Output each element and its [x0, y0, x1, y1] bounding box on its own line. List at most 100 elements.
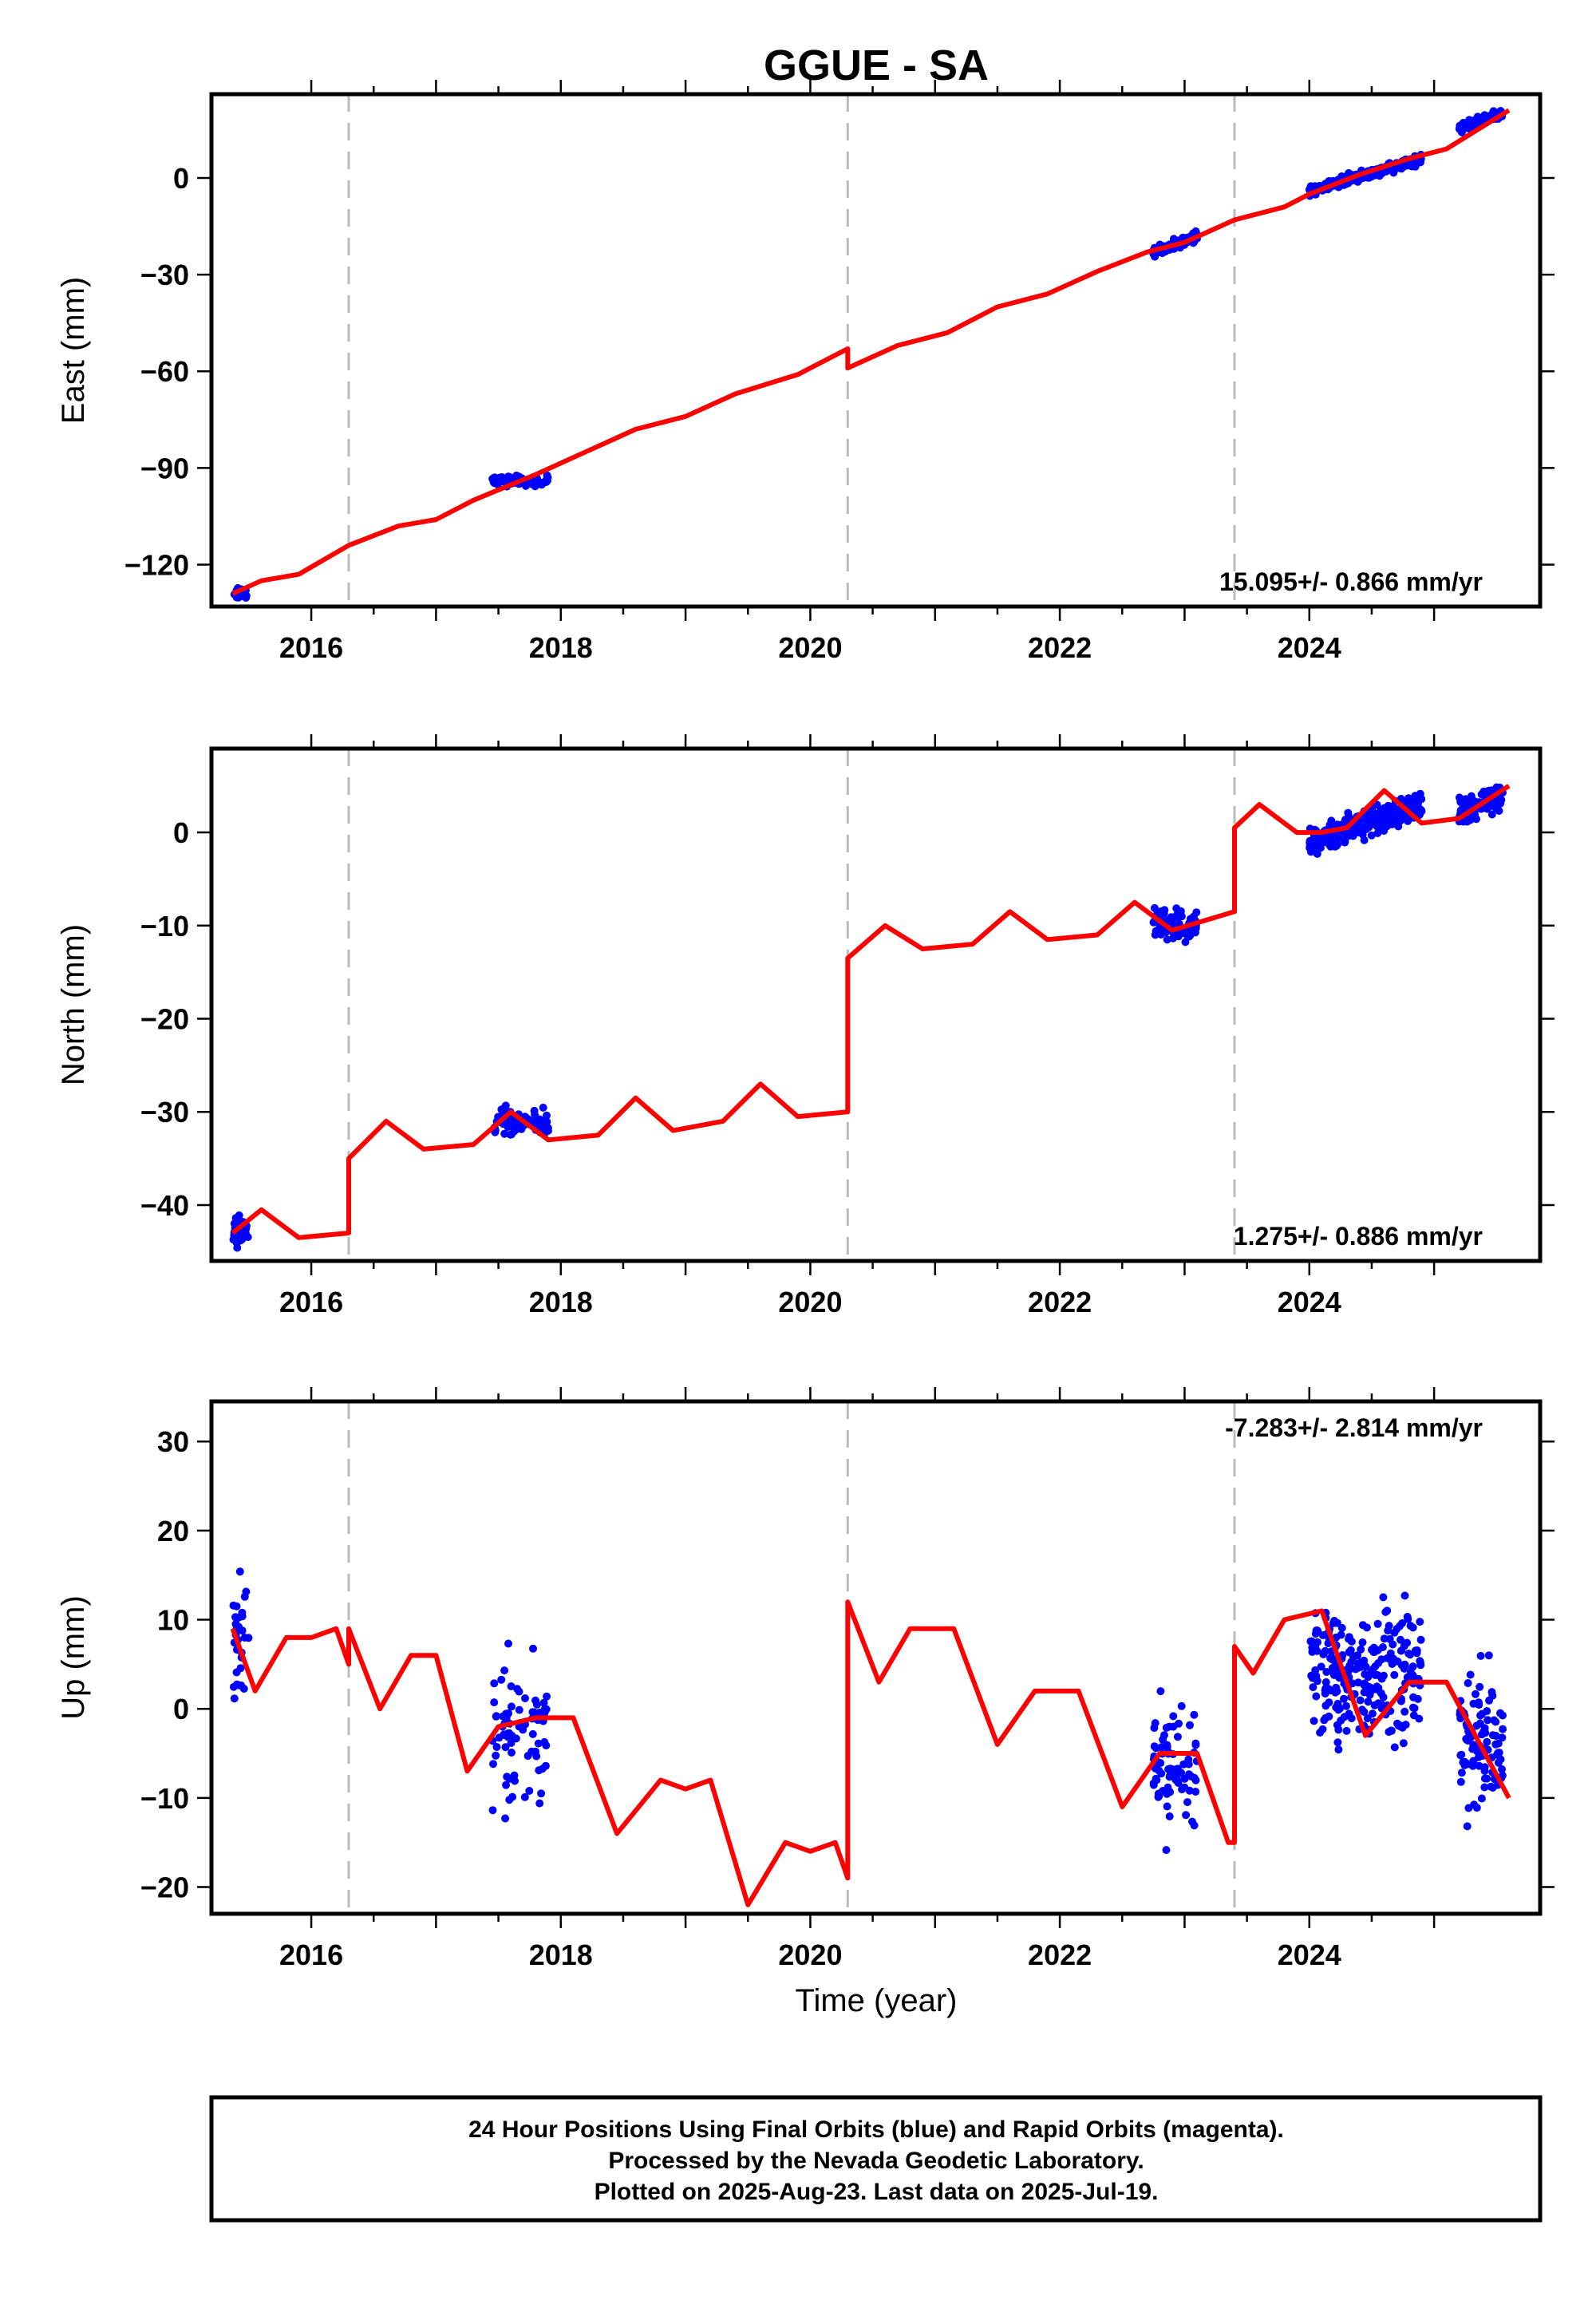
observation-point — [1183, 1798, 1191, 1807]
observation-point — [242, 1587, 251, 1596]
observation-point — [1459, 1758, 1468, 1767]
observation-point — [1173, 1733, 1182, 1741]
observation-point — [1165, 1812, 1174, 1820]
observation-point — [1327, 1653, 1336, 1662]
observation-point — [1334, 1725, 1343, 1734]
observation-point — [230, 1219, 239, 1228]
panel-frame — [209, 92, 1543, 609]
observation-point — [235, 1567, 244, 1576]
observation-point — [1403, 1638, 1412, 1647]
observation-point — [1312, 1692, 1321, 1701]
observation-point — [1341, 838, 1349, 847]
observation-point — [238, 1626, 247, 1635]
observation-point — [1498, 1733, 1507, 1742]
observation-point — [1329, 1670, 1338, 1679]
observation-point — [1488, 1784, 1497, 1792]
observation-point — [1373, 822, 1381, 831]
observation-point — [1163, 1802, 1171, 1811]
observation-point — [1469, 1741, 1478, 1749]
footer-line-2: Processed by the Nevada Geodetic Laborat… — [608, 2148, 1144, 2174]
observation-point — [542, 1741, 551, 1750]
observation-point — [1400, 1591, 1409, 1600]
x-tick-label: 2018 — [529, 1939, 593, 1971]
observation-point — [537, 1789, 546, 1798]
observation-point — [1499, 1725, 1507, 1733]
observation-point — [1483, 804, 1491, 813]
observation-point — [1400, 1707, 1409, 1716]
observation-point — [1483, 1716, 1492, 1725]
observation-point — [1388, 1660, 1396, 1668]
observation-point — [525, 1787, 534, 1795]
observation-point — [1357, 1645, 1365, 1654]
observation-point — [1390, 1743, 1399, 1752]
observation-point — [1416, 1657, 1424, 1666]
observation-point — [1166, 1788, 1175, 1796]
observation-point — [508, 1792, 517, 1801]
model-curve — [230, 1599, 1511, 1907]
observation-point — [1490, 798, 1499, 807]
observation-point — [1169, 1712, 1178, 1721]
observation-point — [1340, 1713, 1349, 1721]
model-curve — [231, 784, 1511, 1240]
observation-point — [1410, 796, 1419, 804]
observation-point — [521, 1694, 529, 1702]
footer-frame — [209, 2095, 1543, 2223]
panel-frame — [209, 1399, 1543, 1916]
y-tick-label: 0 — [173, 816, 189, 849]
observation-point — [501, 1743, 510, 1752]
observation-point — [1347, 1714, 1356, 1723]
observation-point — [1466, 1670, 1475, 1679]
observation-point — [513, 1685, 522, 1694]
observation-point — [1373, 1619, 1382, 1628]
x-tick-label: 2016 — [279, 1939, 343, 1971]
observation-point — [543, 1692, 551, 1701]
rate-label: 15.095+/- 0.866 mm/yr — [1219, 567, 1483, 596]
up-panel: 2016 2018 2020 2022 2024 30 20 10 0 −10 −20 Up (mm)… — [56, 1387, 1555, 1971]
observation-point — [489, 1760, 497, 1769]
observation-point — [1358, 1621, 1367, 1630]
observation-point — [1381, 804, 1389, 812]
observation-point — [508, 1702, 516, 1711]
observation-point — [229, 1601, 238, 1610]
chart-title: GGUE - SA — [764, 41, 989, 89]
observation-point — [515, 1705, 523, 1714]
observation-point — [490, 1698, 499, 1707]
observation-point — [230, 1694, 239, 1703]
observation-point — [492, 1712, 500, 1721]
observation-point — [238, 1612, 247, 1621]
observation-point — [1390, 1670, 1399, 1679]
observation-point — [539, 1698, 548, 1707]
observation-point — [1361, 823, 1369, 832]
observation-point — [1333, 1618, 1341, 1627]
observation-point — [1174, 1779, 1183, 1787]
observation-point — [1349, 832, 1357, 840]
observation-point — [1412, 1649, 1421, 1658]
observation-point — [1347, 1658, 1356, 1666]
observation-point — [1181, 938, 1190, 947]
observation-point — [1466, 124, 1475, 132]
observation-point — [1497, 796, 1506, 804]
observation-point — [510, 1127, 519, 1136]
y-tick-label: −30 — [140, 259, 189, 291]
x-tick-label: 2022 — [1028, 1286, 1092, 1318]
observation-point — [1476, 1682, 1484, 1691]
observation-point — [1318, 1725, 1327, 1733]
observation-point — [1313, 1646, 1321, 1655]
x-tick-label: 2024 — [1278, 1939, 1341, 1971]
observation-point — [1463, 817, 1472, 826]
observation-point — [531, 1696, 539, 1705]
observation-point — [535, 1799, 544, 1808]
observation-point — [500, 1129, 509, 1138]
observation-point — [1481, 789, 1490, 798]
observation-point — [231, 1234, 239, 1243]
observation-point — [1385, 1622, 1393, 1630]
observation-point — [1322, 1668, 1331, 1676]
observation-point — [1494, 1749, 1503, 1757]
observation-point — [1162, 1723, 1171, 1732]
observation-point — [1473, 113, 1482, 121]
x-tick-label: 2024 — [1278, 631, 1341, 664]
observation-point — [1476, 1651, 1485, 1660]
observation-point — [1456, 123, 1464, 132]
observation-point — [1381, 1607, 1390, 1616]
